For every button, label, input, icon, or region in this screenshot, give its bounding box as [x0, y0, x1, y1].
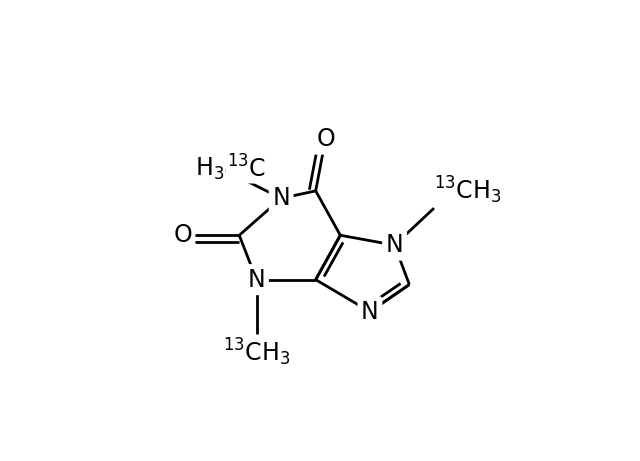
Text: N: N: [248, 268, 266, 292]
Text: O: O: [316, 127, 335, 151]
Text: N: N: [386, 233, 403, 257]
Text: $\mathsf{^{13}C}$: $\mathsf{^{13}C}$: [227, 155, 266, 182]
Text: O: O: [173, 223, 192, 247]
Text: $\mathsf{H_3}$: $\mathsf{H_3}$: [195, 156, 225, 182]
Text: $\mathsf{^{13}CH_3}$: $\mathsf{^{13}CH_3}$: [223, 337, 291, 368]
Text: N: N: [361, 300, 379, 324]
Text: N: N: [272, 186, 290, 210]
Text: $\mathsf{^{13}CH_3}$: $\mathsf{^{13}CH_3}$: [434, 174, 502, 206]
